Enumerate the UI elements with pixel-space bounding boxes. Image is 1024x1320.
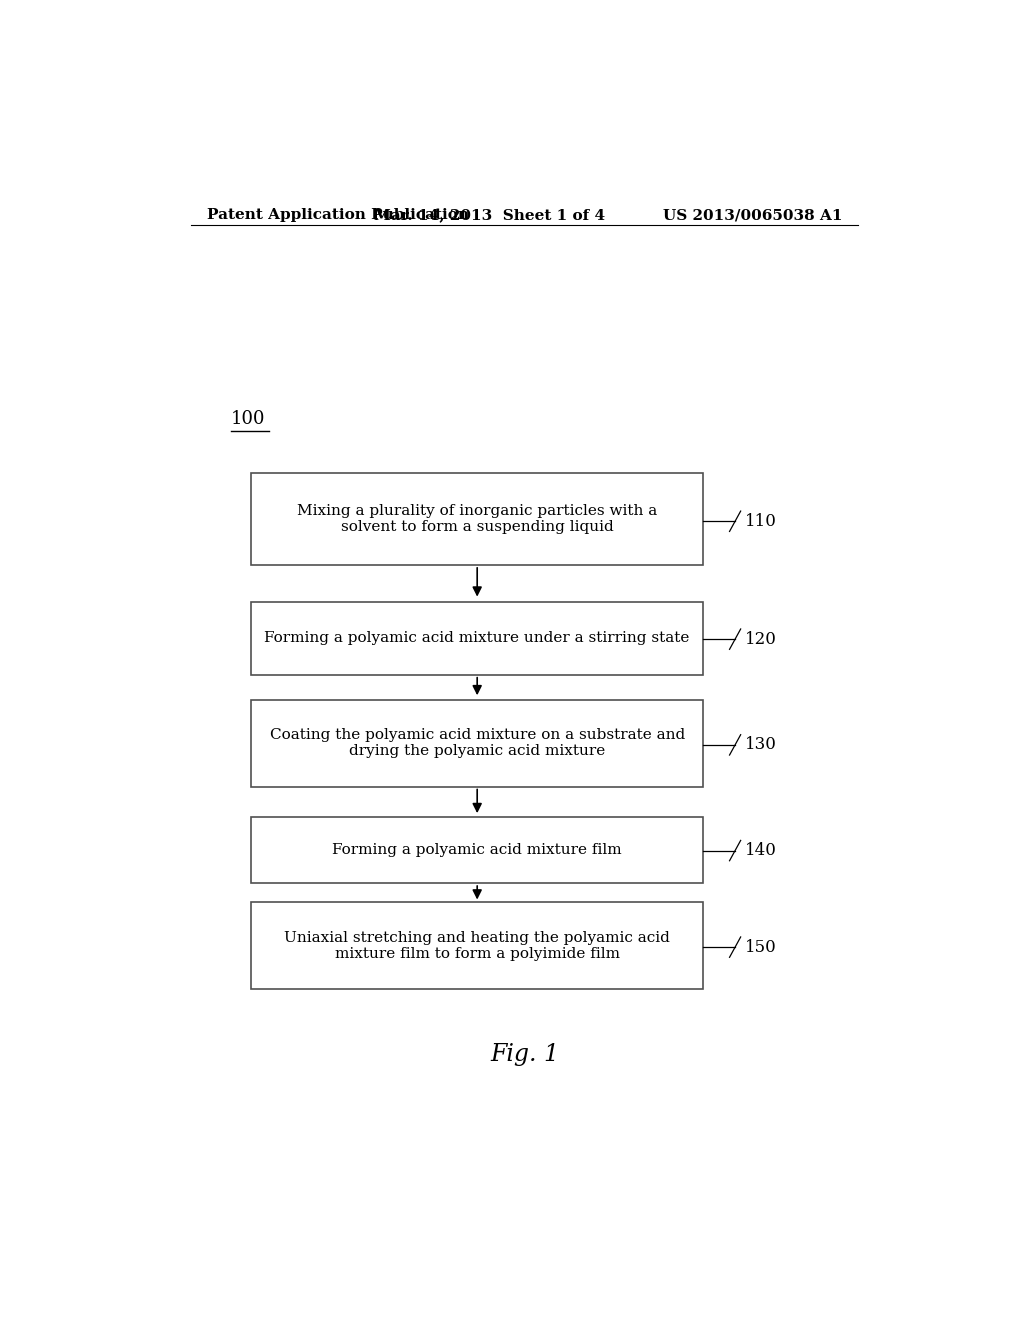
Text: US 2013/0065038 A1: US 2013/0065038 A1: [663, 209, 842, 222]
Bar: [251, 602, 703, 675]
Bar: [251, 817, 703, 883]
Text: 130: 130: [744, 737, 776, 754]
Text: Uniaxial stretching and heating the polyamic acid
mixture film to form a polyimi: Uniaxial stretching and heating the poly…: [285, 931, 670, 961]
Text: 100: 100: [231, 409, 265, 428]
Text: 150: 150: [744, 939, 776, 956]
Text: 110: 110: [744, 512, 776, 529]
Text: Forming a polyamic acid mixture film: Forming a polyamic acid mixture film: [333, 843, 622, 857]
Text: Fig. 1: Fig. 1: [490, 1043, 559, 1067]
Bar: [251, 474, 703, 565]
Text: Mar. 14, 2013  Sheet 1 of 4: Mar. 14, 2013 Sheet 1 of 4: [374, 209, 604, 222]
Text: 120: 120: [744, 631, 776, 648]
Text: Forming a polyamic acid mixture under a stirring state: Forming a polyamic acid mixture under a …: [264, 631, 690, 645]
Text: Mixing a plurality of inorganic particles with a
solvent to form a suspending li: Mixing a plurality of inorganic particle…: [297, 504, 657, 535]
Text: Patent Application Publication: Patent Application Publication: [207, 209, 469, 222]
Text: Coating the polyamic acid mixture on a substrate and
drying the polyamic acid mi: Coating the polyamic acid mixture on a s…: [269, 729, 685, 759]
Bar: [251, 903, 703, 989]
Bar: [251, 700, 703, 787]
Text: 140: 140: [744, 842, 776, 859]
